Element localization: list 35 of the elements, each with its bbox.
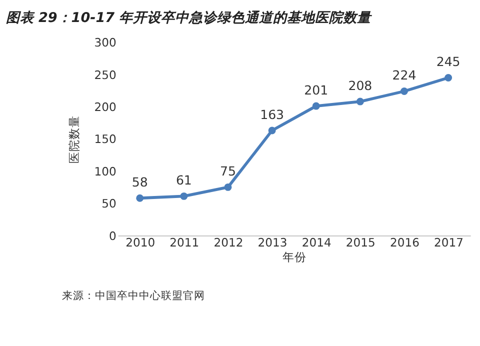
y-tick-label: 100 [94,164,116,178]
y-tick-label: 300 [94,36,116,50]
data-label: 245 [436,54,460,70]
point [444,74,452,82]
point [224,183,232,191]
y-tick-label: 150 [94,132,116,146]
x-tick-label: 2016 [390,236,420,250]
data-label: 224 [392,68,416,83]
data-label: 58 [132,174,148,190]
x-tick-label: 2014 [302,236,332,250]
y-tick-label: 200 [94,100,116,114]
point [136,194,144,202]
data-label: 75 [220,164,236,179]
x-tick-label: 2012 [214,236,244,250]
chart-title: 图表 29：10-17 年开设卒中急诊绿色通道的基地医院数量 [6,10,374,26]
data-label: 163 [260,106,284,122]
point [400,88,408,95]
point [180,192,188,200]
y-axis-title: 医院数量 [66,115,81,164]
y-tick-label: 0 [109,228,116,243]
y-tick-label: 250 [94,68,116,82]
point [312,102,320,110]
x-tick-label: 2013 [258,236,288,250]
point [356,98,364,106]
x-tick-label: 2015 [346,236,376,250]
x-axis-title: 年份 [282,250,307,264]
x-tick-label: 2010 [126,236,156,250]
data-label: 201 [304,82,328,98]
data-label: 208 [348,78,372,93]
x-tick-label: 2017 [434,236,464,250]
point [268,126,276,134]
data-label: 61 [176,172,192,188]
source-note: 来源：中国卒中中心联盟官网 [62,289,205,302]
x-tick-label: 2011 [170,236,200,250]
y-tick-label: 50 [102,196,116,211]
